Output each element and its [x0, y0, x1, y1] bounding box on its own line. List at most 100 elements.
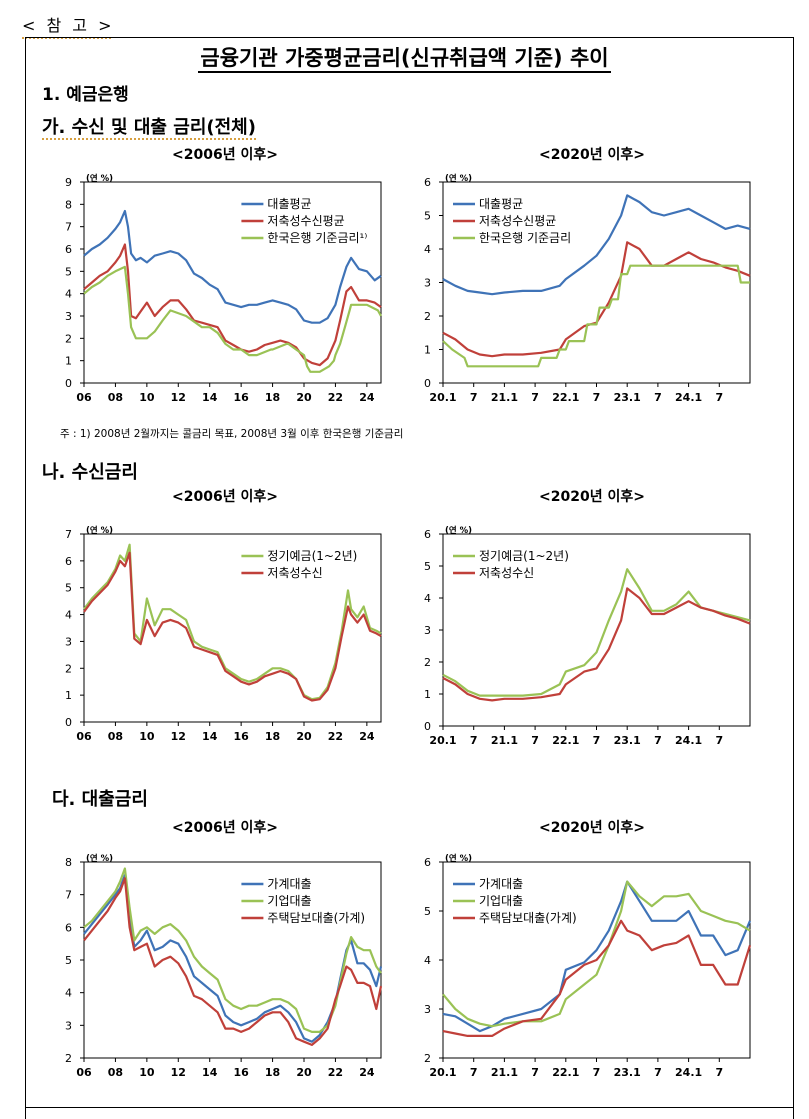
- y-tick-label: 4: [424, 243, 431, 256]
- y-tick-label: 2: [65, 1052, 72, 1065]
- x-tick-label: 18: [265, 1066, 280, 1079]
- x-tick-label: 24.1: [675, 734, 702, 747]
- x-tick-label: 08: [108, 391, 123, 404]
- document-title-text: 금융기관 가중평균금리(신규취급액 기준) 추이: [198, 46, 611, 73]
- series-line: [83, 543, 382, 701]
- chart-svg: (연 %) 0 1 2 3 4 5 6 20.1 7 21.1 7 22.1 7 23.1 7 24.1 7 대출평…: [424, 173, 751, 404]
- chart-svg: (연 %) 2 3 4 5 6 7 8 06 08 10 12 14 16 18 20 22 24 가계대출기업대출…: [65, 853, 383, 1079]
- chart-a-left-title: <2006년 이후>: [172, 147, 278, 163]
- y-tick-label: 6: [65, 555, 72, 568]
- x-tick-label: 7: [715, 734, 723, 747]
- x-tick-label: 06: [76, 1066, 92, 1079]
- x-tick-label: 20.1: [429, 734, 456, 747]
- x-tick-label: 7: [715, 1066, 723, 1079]
- series-line: [442, 568, 751, 697]
- x-tick-label: 08: [108, 1066, 123, 1079]
- reference-tag: < 참 고 >: [22, 12, 115, 39]
- chart-svg: (연 %) 2 3 4 5 6 20.1 7 21.1 7 22.1 7 23.1 7 24.1 7 가계대출기…: [424, 853, 752, 1079]
- unit-label: (연 %): [445, 853, 472, 864]
- x-tick-label: 16: [233, 1066, 249, 1079]
- legend-label: 대출평균: [479, 197, 523, 211]
- x-tick-label: 06: [76, 730, 92, 743]
- x-tick-label: 12: [171, 391, 186, 404]
- y-tick-label: 8: [65, 198, 72, 211]
- x-tick-label: 14: [202, 391, 218, 404]
- series-line: [442, 264, 750, 368]
- chart-c-left-title: <2006년 이후>: [172, 820, 278, 836]
- y-tick-label: 6: [65, 921, 72, 934]
- x-tick-label: 21.1: [491, 734, 518, 747]
- chart-svg: (연 %) 0 1 2 3 4 5 6 20.1 7 21.1 7 22.1 7 23.1 7 24.1 7 정기예…: [424, 525, 751, 747]
- y-tick-label: 9: [65, 176, 72, 189]
- legend-label: 저축성수신평균: [267, 214, 344, 228]
- x-tick-label: 16: [233, 391, 249, 404]
- x-tick-label: 08: [108, 730, 123, 743]
- x-tick-label: 22.1: [552, 734, 579, 747]
- legend-label: 저축성수신평균: [479, 214, 556, 228]
- x-tick-label: 23.1: [614, 391, 641, 404]
- x-tick-label: 21.1: [491, 1066, 518, 1079]
- x-tick-label: 23.1: [614, 1066, 641, 1079]
- frame-bottom-continuation: [25, 1106, 794, 1119]
- y-tick-label: 1: [65, 355, 72, 368]
- chart-b-left: (연 %) 0 1 2 3 4 5 6 7 06 08 10 12 14 16 18 20 22 24 정기예금(1~…: [48, 517, 388, 757]
- y-tick-label: 5: [424, 210, 431, 223]
- y-tick-label: 3: [65, 1019, 72, 1032]
- unit-label: (연 %): [445, 525, 472, 536]
- section-heading-banks: 1. 예금은행: [42, 85, 129, 105]
- subsection-b-heading: 나. 수신금리: [42, 462, 138, 483]
- x-tick-label: 7: [593, 734, 601, 747]
- y-tick-label: 2: [65, 662, 72, 675]
- y-tick-label: 5: [424, 905, 431, 918]
- y-tick-label: 2: [424, 656, 431, 669]
- y-tick-label: 3: [424, 624, 431, 637]
- x-tick-label: 18: [265, 391, 280, 404]
- document-frame: [25, 37, 794, 1108]
- unit-label: (연 %): [86, 173, 113, 184]
- y-tick-label: 2: [424, 1052, 431, 1065]
- series-line: [442, 587, 751, 702]
- chart-c-right-title: <2020년 이후>: [539, 820, 645, 836]
- chart-footnote: 주 : 1) 2008년 2월까지는 콜금리 목표, 2008년 3월 이후 한…: [60, 428, 404, 440]
- x-tick-label: 22: [328, 1066, 343, 1079]
- x-tick-label: 7: [531, 1066, 539, 1079]
- series-line: [83, 209, 382, 324]
- x-tick-label: 20: [296, 391, 312, 404]
- x-tick-label: 22.1: [552, 391, 579, 404]
- x-tick-label: 12: [171, 1066, 186, 1079]
- y-tick-label: 5: [65, 954, 72, 967]
- x-tick-label: 24: [359, 730, 375, 743]
- x-tick-label: 7: [470, 1066, 478, 1079]
- legend-label: 가계대출: [267, 877, 311, 891]
- y-tick-label: 0: [424, 377, 431, 390]
- chart-b-left-title: <2006년 이후>: [172, 489, 278, 505]
- x-tick-label: 22.1: [552, 1066, 579, 1079]
- y-tick-label: 5: [65, 582, 72, 595]
- y-tick-label: 8: [65, 856, 72, 869]
- x-tick-label: 23.1: [614, 734, 641, 747]
- y-tick-label: 5: [424, 560, 431, 573]
- x-tick-label: 22: [328, 391, 343, 404]
- series-line: [442, 241, 751, 358]
- legend-label: 저축성수신: [267, 566, 322, 580]
- legend-label: 한국은행 기준금리¹⁾: [267, 230, 367, 245]
- y-tick-label: 1: [424, 688, 431, 701]
- chart-b-right: (연 %) 0 1 2 3 4 5 6 20.1 7 21.1 7 22.1 7 23.1 7 24.1 7 정기예…: [415, 517, 765, 757]
- x-tick-label: 7: [593, 391, 601, 404]
- x-tick-label: 7: [593, 1066, 601, 1079]
- legend-label: 주택담보대출(가계): [267, 911, 365, 925]
- y-tick-label: 2: [424, 310, 431, 323]
- x-tick-label: 10: [139, 391, 155, 404]
- y-tick-label: 6: [424, 528, 431, 541]
- series-line: [83, 243, 382, 367]
- x-tick-label: 20: [296, 1066, 312, 1079]
- x-tick-label: 7: [470, 734, 478, 747]
- x-tick-label: 7: [470, 391, 478, 404]
- x-tick-label: 24: [359, 1066, 375, 1079]
- x-tick-label: 7: [531, 734, 539, 747]
- document-title: 금융기관 가중평균금리(신규취급액 기준) 추이: [0, 42, 809, 73]
- plot-area: [83, 533, 382, 723]
- series-line: [83, 551, 382, 702]
- legend-label: 저축성수신: [479, 566, 534, 580]
